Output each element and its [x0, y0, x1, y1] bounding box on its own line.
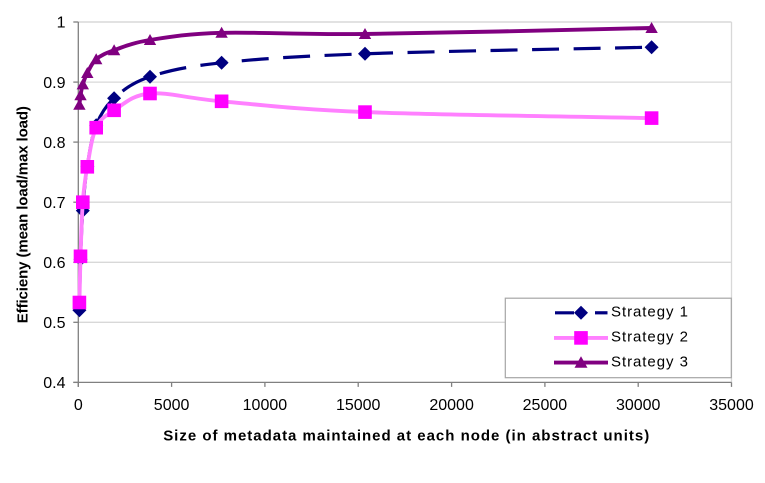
svg-text:35000: 35000: [709, 397, 754, 414]
svg-text:5000: 5000: [154, 397, 190, 414]
svg-text:0.5: 0.5: [43, 315, 65, 332]
svg-text:30000: 30000: [616, 397, 661, 414]
svg-text:0.9: 0.9: [43, 75, 65, 92]
svg-text:Strategy 1: Strategy 1: [611, 304, 689, 321]
svg-text:25000: 25000: [523, 397, 568, 414]
svg-text:Efficieny (mean load/max load): Efficieny (mean load/max load): [15, 106, 32, 323]
svg-text:Strategy 2: Strategy 2: [611, 329, 689, 346]
svg-text:Size of metadata maintained at: Size of metadata maintained at each node…: [163, 428, 650, 445]
svg-text:0.6: 0.6: [43, 255, 65, 272]
svg-text:0.8: 0.8: [43, 135, 65, 152]
svg-text:1: 1: [57, 15, 66, 32]
svg-text:0.4: 0.4: [43, 375, 65, 392]
svg-text:15000: 15000: [336, 397, 381, 414]
svg-text:0.7: 0.7: [43, 195, 65, 212]
svg-text:Strategy 3: Strategy 3: [611, 353, 689, 370]
svg-text:20000: 20000: [429, 397, 474, 414]
svg-text:10000: 10000: [243, 397, 288, 414]
svg-text:0: 0: [74, 397, 83, 414]
